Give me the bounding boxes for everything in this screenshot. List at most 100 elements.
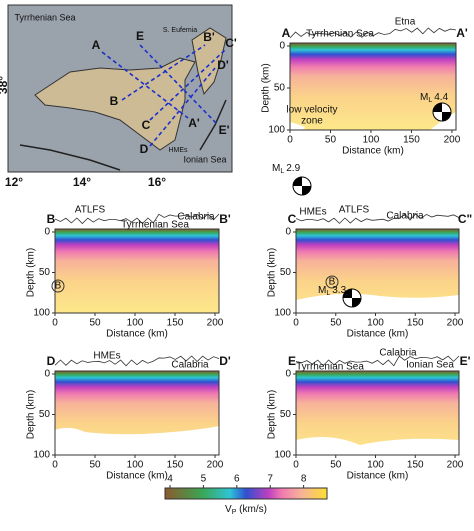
profile-line bbox=[139, 44, 219, 126]
profile-label: C' bbox=[225, 36, 237, 50]
plot-frame bbox=[295, 370, 460, 456]
y-axis-label: Depth (km) bbox=[261, 63, 272, 112]
x-tick-label: 50 bbox=[325, 135, 337, 146]
magnitude-sub: L bbox=[326, 290, 330, 297]
profile-label: B bbox=[110, 94, 119, 108]
profile-label: E' bbox=[219, 123, 230, 137]
label-main: V bbox=[225, 504, 232, 515]
magnitude-label: ML 2.9 bbox=[272, 163, 301, 175]
lon-label: 12° bbox=[5, 175, 23, 189]
x-tick-label: 200 bbox=[447, 460, 464, 471]
profile-start: A bbox=[282, 26, 291, 40]
x-tick-label: 0 bbox=[52, 460, 58, 471]
topography bbox=[295, 213, 460, 224]
profile-end: A' bbox=[456, 26, 468, 40]
y-tick-label: 50 bbox=[280, 267, 292, 278]
no-resolution-mask bbox=[296, 436, 459, 455]
map-label: HMEs bbox=[168, 147, 188, 154]
plot-frame bbox=[289, 42, 457, 131]
no-resolution-mask bbox=[296, 293, 459, 313]
y-tick-label: 0 bbox=[285, 369, 291, 380]
profile-label: C bbox=[142, 118, 151, 132]
plot-frame bbox=[54, 370, 220, 456]
colorbar bbox=[164, 487, 328, 500]
annotation: low velocity bbox=[286, 105, 337, 116]
profile-line bbox=[149, 67, 216, 147]
y-axis-label: Depth (km) bbox=[26, 390, 37, 439]
y-tick-label: 0 bbox=[44, 227, 50, 238]
x-tick-label: 100 bbox=[367, 318, 384, 329]
y-tick-label: 50 bbox=[280, 409, 292, 420]
map-label: Tyrrhenian Sea bbox=[14, 12, 75, 22]
focal-mechanism bbox=[293, 177, 311, 195]
magnitude-prefix: M bbox=[272, 163, 280, 174]
magnitude-label: ML 4.4 bbox=[420, 92, 449, 104]
x-tick-label: 0 bbox=[52, 318, 58, 329]
x-tick-label: 100 bbox=[363, 135, 380, 146]
thrust bbox=[199, 99, 227, 151]
annotation: Calabria bbox=[379, 348, 417, 359]
x-tick-label: 50 bbox=[330, 460, 342, 471]
y-tick-label: 50 bbox=[39, 267, 51, 278]
lon-label: 16° bbox=[148, 175, 166, 189]
topography bbox=[54, 355, 220, 367]
x-axis-label: Distance (km) bbox=[347, 329, 409, 340]
y-tick-label: 0 bbox=[279, 41, 285, 52]
y-tick-label: 50 bbox=[274, 83, 286, 94]
focal-mechanism bbox=[433, 103, 451, 121]
x-tick-label: 50 bbox=[89, 460, 101, 471]
x-tick-label: 150 bbox=[407, 318, 424, 329]
topography bbox=[54, 213, 220, 225]
annotation: HMEs bbox=[93, 351, 120, 362]
magnitude-prefix: M bbox=[420, 92, 428, 103]
profile-end: D' bbox=[219, 354, 231, 368]
annotation: Tyrrhenian Sea bbox=[306, 29, 374, 40]
y-tick-label: 0 bbox=[285, 227, 291, 238]
annotation: HMEs bbox=[299, 207, 326, 218]
x-tick-label: 0 bbox=[293, 318, 299, 329]
magnitude-value: 3.3 bbox=[332, 285, 346, 296]
y-tick-label: 50 bbox=[39, 409, 51, 420]
colorbar-tick-label: 7 bbox=[267, 474, 273, 485]
x-tick-label: 0 bbox=[293, 460, 299, 471]
x-tick-label: 150 bbox=[407, 460, 424, 471]
colorbar-label: VP (km/s) bbox=[225, 504, 267, 516]
label-unit: (km/s) bbox=[236, 504, 267, 515]
annotation: Ionian Sea bbox=[406, 360, 454, 371]
colorbar-tick-label: 8 bbox=[301, 474, 307, 485]
circled-marker bbox=[51, 279, 65, 293]
x-tick-label: 200 bbox=[207, 318, 224, 329]
lat-label: 38° bbox=[0, 76, 10, 94]
annotation: Tyrrhenian Sea bbox=[296, 362, 364, 373]
map-label: S. Eufemia bbox=[163, 27, 197, 34]
circled-marker bbox=[325, 275, 339, 289]
annotation: Calabria bbox=[177, 212, 215, 223]
magnitude-value: 4.4 bbox=[434, 92, 448, 103]
x-tick-label: 200 bbox=[207, 460, 224, 471]
circled-label: B bbox=[55, 281, 62, 292]
profile-end: E' bbox=[460, 354, 471, 368]
x-tick-label: 50 bbox=[89, 318, 101, 329]
plot-frame bbox=[295, 228, 460, 314]
annotation: ATLFS bbox=[75, 205, 106, 216]
profile-label: E bbox=[136, 29, 144, 43]
annotation: Calabria bbox=[171, 360, 209, 371]
magnitude-prefix: M bbox=[318, 285, 326, 296]
thrust bbox=[19, 144, 121, 171]
x-axis-label: Distance (km) bbox=[347, 471, 409, 482]
y-axis-label: Depth (km) bbox=[26, 248, 37, 297]
y-tick-label: 100 bbox=[33, 308, 50, 319]
x-tick-label: 0 bbox=[287, 135, 293, 146]
topography bbox=[295, 355, 460, 367]
profile-start: B bbox=[47, 212, 56, 226]
no-resolution-mask bbox=[290, 112, 456, 130]
x-tick-label: 200 bbox=[447, 318, 464, 329]
y-tick-label: 100 bbox=[268, 125, 285, 136]
x-axis-label: Distance (km) bbox=[106, 471, 168, 482]
y-tick-label: 100 bbox=[274, 450, 291, 461]
annotation: Etna bbox=[395, 17, 416, 28]
calabria bbox=[191, 27, 227, 96]
no-resolution-mask bbox=[55, 426, 219, 455]
label-sub: P bbox=[232, 509, 237, 516]
